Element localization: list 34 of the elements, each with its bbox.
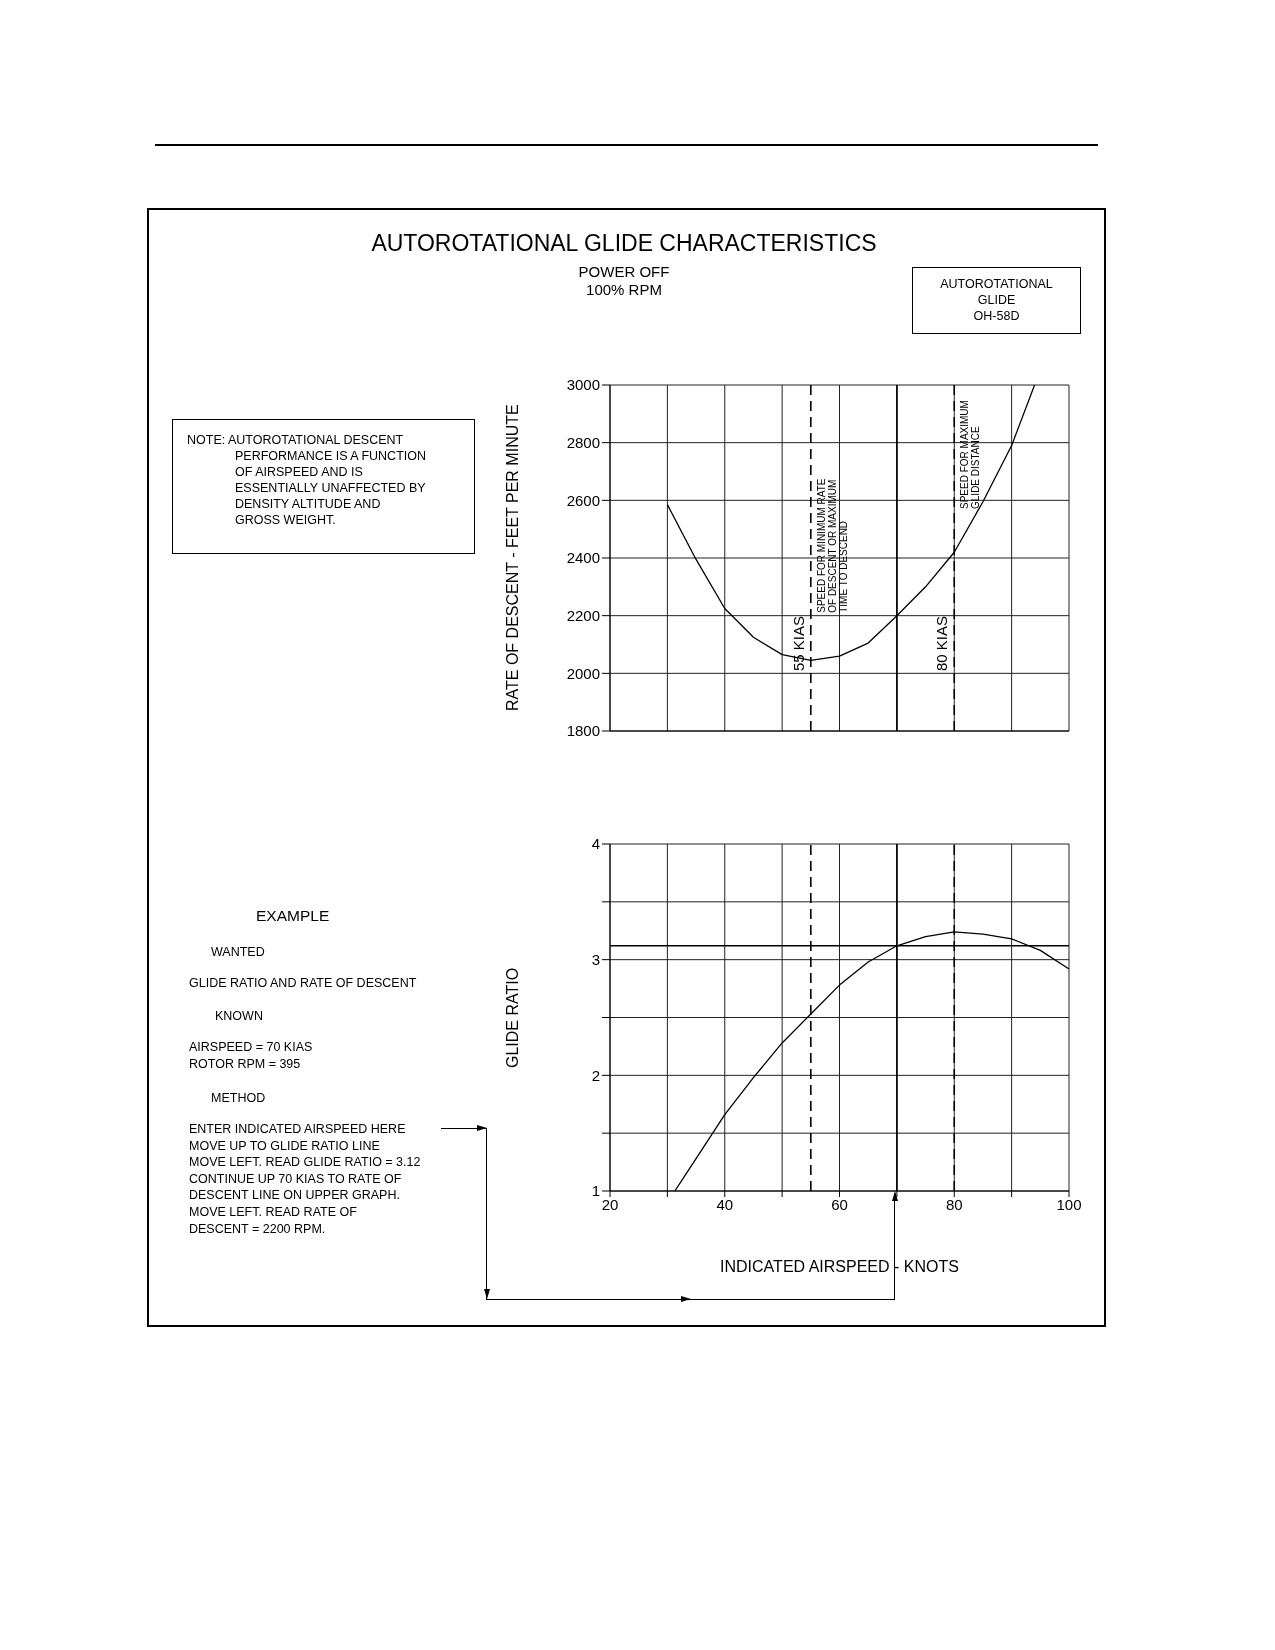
chart-title: AUTOROTATIONAL GLIDE CHARACTERISTICS [370,230,878,257]
text: EXAMPLE [256,907,330,925]
y-tick-label: 2200 [566,606,600,624]
y-tick-label: 1800 [566,722,600,740]
y-tick-label: 2800 [566,433,600,451]
ref-line-label: 55 KIAS [789,615,807,671]
text: WANTED [211,944,265,961]
y-axis-title: RATE OF DESCENT - FEET PER MINUTE [504,403,522,714]
text: AUTOROTATIONAL GLIDE OH-58D [912,267,1081,334]
ref-line-label: 80 KIAS [933,615,951,671]
x-tick-label: 40 [716,1195,734,1213]
text: METHOD [211,1090,266,1107]
x-tick-label: 20 [601,1195,619,1213]
y-tick-label: 3 [591,950,600,968]
chart-subtitle: POWER OFF 100% RPM [577,263,671,299]
y-tick-label: 1 [591,1182,600,1200]
x-axis-title: INDICATED AIRSPEED - KNOTS [719,1258,960,1276]
y-tick-label: 4 [591,835,600,853]
text: AIRSPEED = 70 KIAS ROTOR RPM = 395 [189,1039,313,1073]
annotation: SPEED FOR MAXIMUM GLIDE DISTANCE [959,400,982,509]
y-tick-label: 2 [591,1066,600,1084]
y-tick-label: 2400 [566,549,600,567]
y-tick-label: 2000 [566,664,600,682]
text: ENTER INDICATED AIRSPEED HERE MOVE UP TO GLIDE RATIO LINE MOVE LEFT. READ GLIDE RATIO = 3.12 CONTINUE UP 70 KIAS TO RATE OF DESCENT LINE ON UPPER GRAPH. MOVE LEFT. READ RATE OF DESCENT = 2200 RPM. [189,1121,421,1238]
y-tick-label: 2600 [566,491,600,509]
x-tick-label: 100 [1056,1195,1082,1213]
text: GLIDE RATIO AND RATE OF DESCENT [189,975,417,992]
text: KNOWN [215,1008,263,1025]
y-axis-title: GLIDE RATIO [504,966,522,1070]
text: NOTE: AUTOROTATIONAL DESCENT PERFORMANCE IS A FUNCTION OF AIRSPEED AND IS ESSENTIALLY UNAFFECTED BY DENSITY ALTITUDE AND GROSS WEIGHT. [172,419,475,554]
y-tick-label: 3000 [566,376,600,394]
x-tick-label: 60 [831,1195,848,1213]
x-tick-label: 80 [945,1195,963,1213]
annotation: SPEED FOR MINIMUM RATE OF DESCENT OR MAXIMUM TIME TO DESCEND [815,478,849,613]
